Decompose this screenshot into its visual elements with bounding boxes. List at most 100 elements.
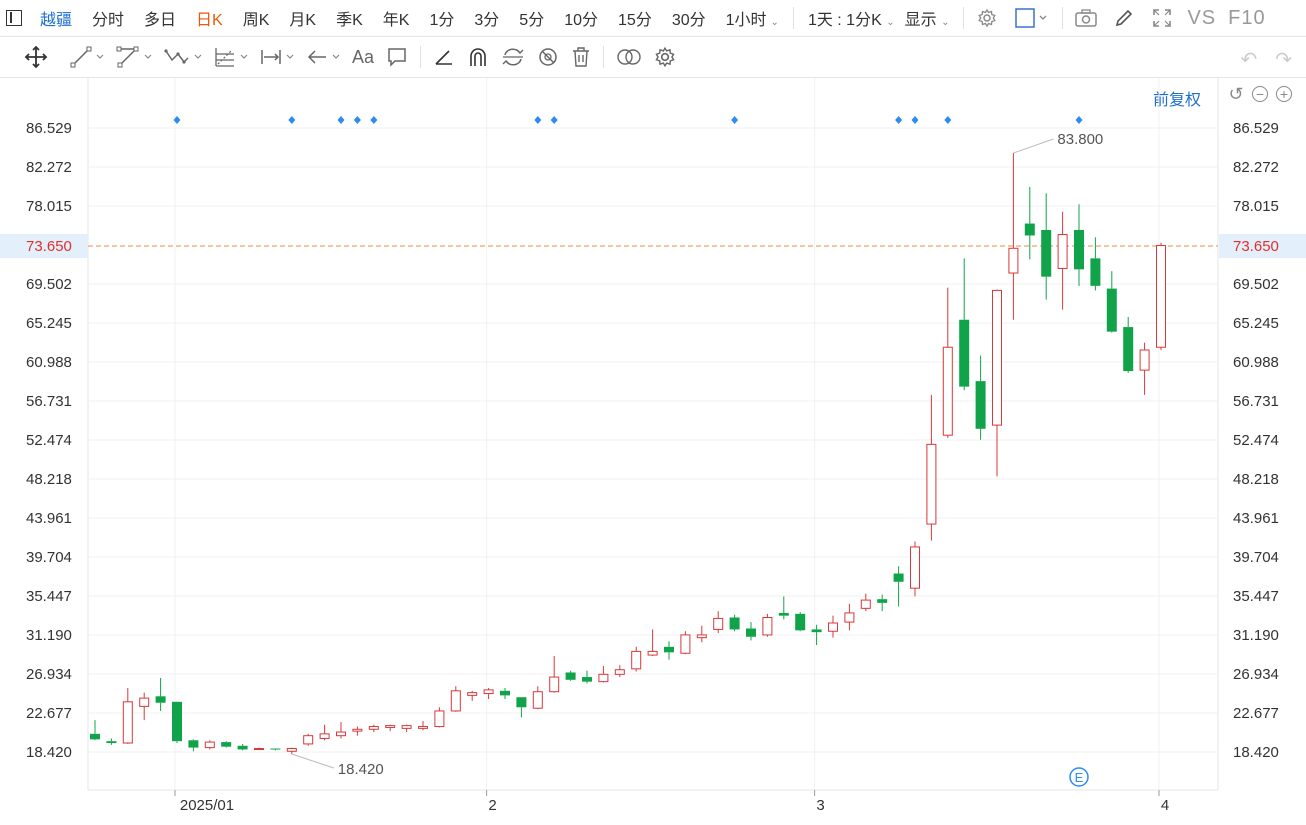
- period-tab[interactable]: 周K: [242, 12, 270, 29]
- stock-name[interactable]: 越疆: [40, 12, 73, 29]
- candle-body: [155, 696, 166, 703]
- line-tool-icon[interactable]: [70, 45, 104, 69]
- candle: [975, 355, 986, 440]
- event-marker: [370, 116, 378, 124]
- period-tab[interactable]: 15分: [618, 12, 652, 29]
- period-tab[interactable]: 5分: [519, 12, 545, 29]
- y-tick-label-right: 73.650: [1233, 238, 1279, 255]
- sidebar-toggle-icon[interactable]: [6, 10, 22, 26]
- candle: [352, 726, 363, 736]
- period-tab[interactable]: 分时: [92, 12, 125, 29]
- event-marker: [534, 116, 542, 124]
- candle: [532, 686, 543, 710]
- candle: [959, 258, 970, 391]
- candle: [713, 611, 724, 634]
- candle-body: [188, 740, 199, 748]
- candle-body: [204, 741, 215, 749]
- gear-icon[interactable]: [654, 45, 676, 69]
- layout-select-icon[interactable]: [1014, 7, 1050, 29]
- period-tab[interactable]: 1分: [429, 12, 455, 29]
- candle: [483, 688, 494, 700]
- candle: [122, 688, 133, 744]
- y-tick-label-right: 48.218: [1233, 471, 1279, 488]
- camera-icon[interactable]: [1075, 7, 1098, 29]
- undo-icon[interactable]: ↶: [1240, 49, 1258, 71]
- candle-body: [221, 742, 232, 747]
- candle: [565, 670, 576, 681]
- y-tick-label: 56.731: [26, 393, 72, 410]
- y-tick-label: 22.677: [26, 705, 72, 722]
- candle: [254, 747, 264, 751]
- candle: [319, 724, 330, 741]
- candle-body: [1123, 327, 1134, 372]
- hide-drawings-icon[interactable]: [537, 45, 559, 69]
- polyline-tool-icon[interactable]: [116, 45, 152, 69]
- candle: [368, 724, 379, 733]
- candle-body: [467, 692, 478, 696]
- candle-body: [254, 748, 264, 751]
- wave-tool-icon[interactable]: [164, 45, 202, 69]
- candle: [286, 747, 297, 755]
- fibonacci-tool-icon[interactable]: [214, 45, 248, 69]
- display-label: 显示: [904, 12, 937, 29]
- event-badge: [1069, 767, 1089, 787]
- arrow-tool-icon[interactable]: [306, 45, 340, 69]
- period-tab[interactable]: 日K: [196, 12, 223, 29]
- period-tab[interactable]: 3分: [474, 12, 500, 29]
- period-tab[interactable]: 多日: [144, 12, 177, 29]
- pencil-icon[interactable]: [1113, 7, 1135, 29]
- sync-drawing-icon[interactable]: [501, 45, 525, 69]
- trash-icon[interactable]: [571, 45, 591, 69]
- candle-body: [778, 612, 789, 616]
- y-tick-label-right: 56.731: [1233, 393, 1279, 410]
- range-tool-icon[interactable]: [260, 45, 294, 69]
- event-marker: [288, 116, 296, 124]
- y-tick-label-right: 60.988: [1233, 354, 1279, 371]
- gear-icon[interactable]: [976, 7, 998, 29]
- display-menu[interactable]: 显示 ⌄: [905, 6, 960, 30]
- candle: [942, 287, 953, 438]
- magnet-icon[interactable]: [467, 45, 489, 69]
- undo-redo: ↶ ↷: [1240, 47, 1292, 72]
- candle-body: [401, 725, 412, 729]
- intraday-period-label: 1天 : 1分K: [807, 12, 882, 29]
- candle-body: [434, 710, 445, 728]
- candle: [1090, 237, 1101, 291]
- vs-button[interactable]: VS: [1187, 6, 1217, 29]
- reset-icon[interactable]: ↺: [1228, 84, 1244, 104]
- period-tab[interactable]: 10分: [564, 12, 599, 29]
- candle-body: [795, 613, 806, 631]
- period-tab[interactable]: 年K: [382, 12, 410, 29]
- zoom-controls: ↺ − +: [1228, 84, 1292, 104]
- candle-body: [1156, 245, 1166, 348]
- candle-body: [910, 546, 920, 589]
- candle: [303, 733, 314, 746]
- candle: [647, 629, 658, 656]
- period-tab[interactable]: 30分: [671, 12, 706, 29]
- move-icon[interactable]: [24, 45, 48, 69]
- text-tool-icon[interactable]: Aa: [352, 46, 375, 67]
- candlestick-chart[interactable]: 86.529 86.529 82.272 82.272 78.015 78.015 73.6…: [0, 78, 1306, 825]
- y-tick-label: 18.420: [26, 744, 72, 761]
- period-tab[interactable]: 季K: [336, 12, 363, 29]
- y-tick-label-right: 18.420: [1233, 744, 1279, 761]
- candle: [1057, 211, 1068, 310]
- zoom-out-icon[interactable]: −: [1252, 86, 1268, 102]
- intraday-period-select[interactable]: 1天 : 1分K ⌄: [798, 6, 905, 30]
- compare-icon[interactable]: [616, 45, 642, 69]
- f10-button[interactable]: F10: [1228, 6, 1266, 29]
- candle-body: [1074, 229, 1084, 270]
- event-marker: [353, 116, 361, 124]
- comment-tool-icon[interactable]: [386, 45, 408, 69]
- candle-body: [598, 673, 609, 683]
- period-tab[interactable]: 1小时 ⌄: [725, 12, 779, 29]
- candle: [516, 697, 527, 718]
- redo-icon[interactable]: ↷: [1275, 49, 1292, 71]
- fullscreen-icon[interactable]: [1151, 7, 1173, 29]
- period-tabs: 分时 多日 日K 周K 月K 季K 年K 1分 3分 5分 10分 15分 30分 1小时 ⌄: [82, 6, 789, 30]
- adjustment-mode-button[interactable]: 前复权: [1153, 92, 1202, 109]
- candle: [204, 740, 215, 750]
- period-tab[interactable]: 月K: [289, 12, 317, 29]
- angle-tool-icon[interactable]: [433, 45, 455, 69]
- zoom-in-icon[interactable]: +: [1276, 86, 1292, 102]
